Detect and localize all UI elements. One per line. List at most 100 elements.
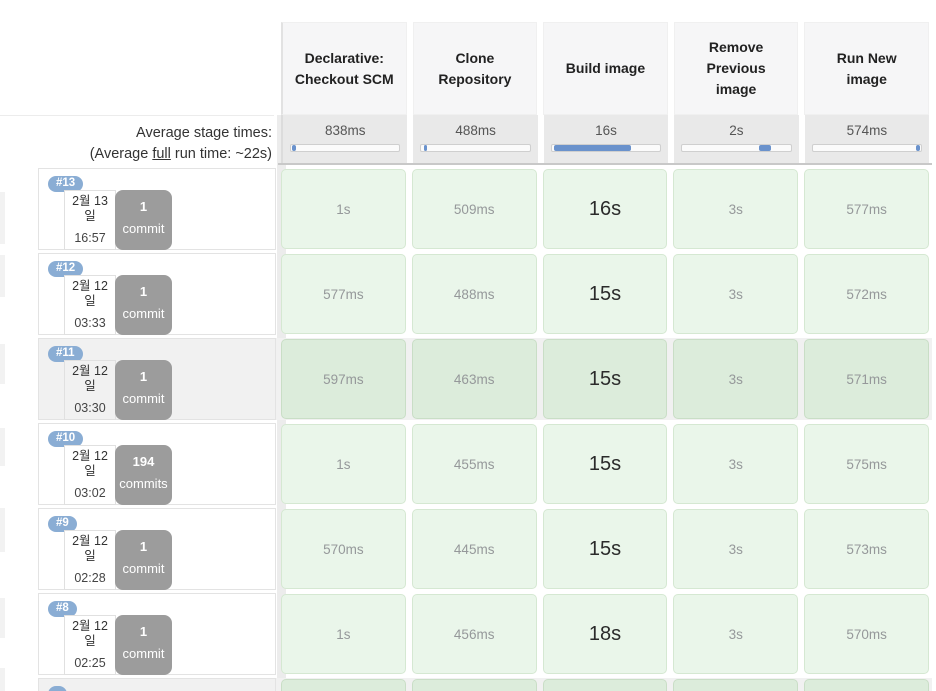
stage-cell[interactable] — [411, 679, 537, 691]
stage-cells: 1s 455ms 15s 3s 575ms — [278, 423, 932, 505]
build-row: #9 2월 12 일 02:28 1 commit 570ms 445ms 15s 3s 573ms — [38, 508, 932, 590]
commit-count: 1 — [139, 199, 148, 214]
stage-duration: 3s — [728, 541, 743, 557]
stage-cell[interactable]: 488ms — [411, 254, 537, 334]
stage-cell[interactable]: 577ms — [804, 169, 929, 249]
stage-cell[interactable]: 18s — [542, 594, 668, 674]
stage-cell[interactable]: 1s — [281, 169, 406, 249]
stage-column-header-line: Remove — [708, 39, 764, 55]
stage-cell[interactable]: 15s — [542, 339, 668, 419]
build-date-line: 2월 12 — [72, 449, 108, 463]
stage-column-header-line: Clone — [455, 49, 495, 66]
stage-cell[interactable]: 3s — [673, 509, 799, 589]
build-date-line: 2월 12 — [72, 279, 108, 293]
stage-duration: 572ms — [846, 286, 887, 302]
build-info-cell: #12 2월 12 일 03:33 1 commit — [38, 253, 276, 335]
stage-cell[interactable]: 571ms — [804, 339, 929, 419]
commit-count-box[interactable]: 1 commit — [115, 530, 172, 590]
build-number-badge[interactable]: #12 — [48, 261, 84, 277]
stage-cell[interactable]: 445ms — [411, 509, 537, 589]
build-date: 2월 12 일 — [66, 534, 114, 564]
average-time-value: 838ms — [324, 123, 366, 138]
build-date-line: 일 — [84, 294, 96, 308]
build-number-badge[interactable]: #13 — [48, 176, 84, 192]
commit-count-box[interactable]: 1 commit — [115, 360, 172, 420]
average-times-row: 838ms 488ms 16s 2s 574ms — [278, 115, 932, 165]
build-number-badge[interactable]: #11 — [48, 346, 83, 362]
build-datetime-box: 2월 13 일 16:57 — [64, 190, 116, 250]
stage-cell[interactable]: 577ms — [281, 254, 406, 334]
stage-cell[interactable]: 3s — [673, 169, 799, 249]
edge-artifact — [0, 255, 5, 297]
stage-cell[interactable]: 16s — [542, 169, 668, 249]
stage-cell[interactable]: 573ms — [804, 509, 929, 589]
build-date-line: 2월 12 — [72, 619, 108, 633]
average-time-value: 488ms — [455, 123, 496, 138]
stage-cell[interactable]: 1s — [281, 594, 406, 674]
stage-cell[interactable]: 572ms — [804, 254, 929, 334]
stage-cell[interactable]: 455ms — [411, 424, 537, 504]
average-stage-time-cell: 488ms — [413, 115, 538, 163]
build-date-line: 2월 13 — [72, 194, 108, 208]
build-row: #11 2월 12 일 03:30 1 commit 597ms 463ms 15s 3s 571m… — [38, 338, 932, 420]
average-time-bar-fill — [915, 145, 921, 151]
stage-cell[interactable]: 15s — [542, 509, 668, 589]
commit-count-box[interactable]: 1 commit — [115, 190, 172, 250]
stage-cell[interactable] — [673, 679, 799, 691]
edge-artifact — [0, 598, 5, 638]
stage-cell[interactable] — [542, 679, 668, 691]
stage-column-header: Clone Repository — [412, 22, 538, 115]
stage-cell[interactable]: 3s — [673, 254, 799, 334]
build-time: 02:25 — [74, 656, 106, 670]
stage-column-header-line: Checkout SCM — [294, 70, 394, 87]
build-datetime-box: 2월 12 일 03:30 — [64, 360, 116, 420]
stage-column-header: Declarative: Checkout SCM — [281, 22, 407, 115]
stage-cell[interactable] — [281, 679, 406, 691]
commit-count-box[interactable]: 194 commits — [115, 445, 172, 505]
stage-duration: 3s — [728, 371, 743, 387]
stage-cell[interactable]: 456ms — [411, 594, 537, 674]
commit-count-box[interactable]: 1 commit — [115, 615, 172, 675]
stage-duration: 577ms — [323, 286, 364, 302]
stage-cell[interactable]: 570ms — [804, 594, 929, 674]
stage-cell[interactable]: 575ms — [804, 424, 929, 504]
stage-cell[interactable]: 597ms — [281, 339, 406, 419]
stage-column-header-line: Declarative: — [304, 49, 384, 66]
stage-cell[interactable]: 15s — [542, 424, 668, 504]
stage-cells: 570ms 445ms 15s 3s 573ms — [278, 508, 932, 590]
stage-column-headers: Declarative: Checkout SCM Clone Repository B… — [278, 22, 932, 115]
build-info-cell: #10 2월 12 일 03:02 194 commits — [38, 423, 276, 505]
commit-label: commit — [122, 391, 165, 406]
stage-column-header-line: Build image — [565, 60, 646, 76]
build-datetime-box: 2월 12 일 02:25 — [64, 615, 116, 675]
stage-duration: 15s — [588, 452, 622, 475]
build-number-badge[interactable]: #9 — [48, 516, 77, 532]
edge-artifact — [0, 668, 5, 691]
full-link[interactable]: full — [152, 146, 171, 162]
average-time-bar-fill — [423, 145, 427, 151]
build-number-badge[interactable]: #10 — [48, 431, 84, 447]
stage-cell[interactable]: 463ms — [411, 339, 537, 419]
build-number-badge[interactable] — [48, 686, 68, 691]
stage-cell[interactable]: 1s — [281, 424, 406, 504]
stage-cell[interactable]: 509ms — [411, 169, 537, 249]
stage-duration: 463ms — [453, 371, 495, 387]
build-date: 2월 12 일 — [66, 279, 114, 309]
stage-cell[interactable]: 3s — [673, 594, 799, 674]
stage-duration: 488ms — [453, 286, 495, 302]
stage-cell[interactable]: 570ms — [281, 509, 406, 589]
build-date-line: 2월 12 — [72, 364, 108, 378]
stage-duration: 570ms — [323, 541, 364, 557]
build-number-badge[interactable]: #8 — [48, 601, 77, 617]
stage-cell[interactable]: 15s — [542, 254, 668, 334]
build-row: #10 2월 12 일 03:02 194 commits 1s 455ms 15s 3s 575m… — [38, 423, 932, 505]
stage-cells: 577ms 488ms 15s 3s 572ms — [278, 253, 932, 335]
stage-cell[interactable]: 3s — [673, 339, 799, 419]
stage-duration: 1s — [336, 456, 351, 472]
commit-count-box[interactable]: 1 commit — [115, 275, 172, 335]
stage-cell[interactable]: 3s — [673, 424, 799, 504]
stage-cell[interactable] — [804, 679, 929, 691]
commit-label: commit — [122, 221, 165, 236]
commit-count: 1 — [139, 284, 148, 299]
